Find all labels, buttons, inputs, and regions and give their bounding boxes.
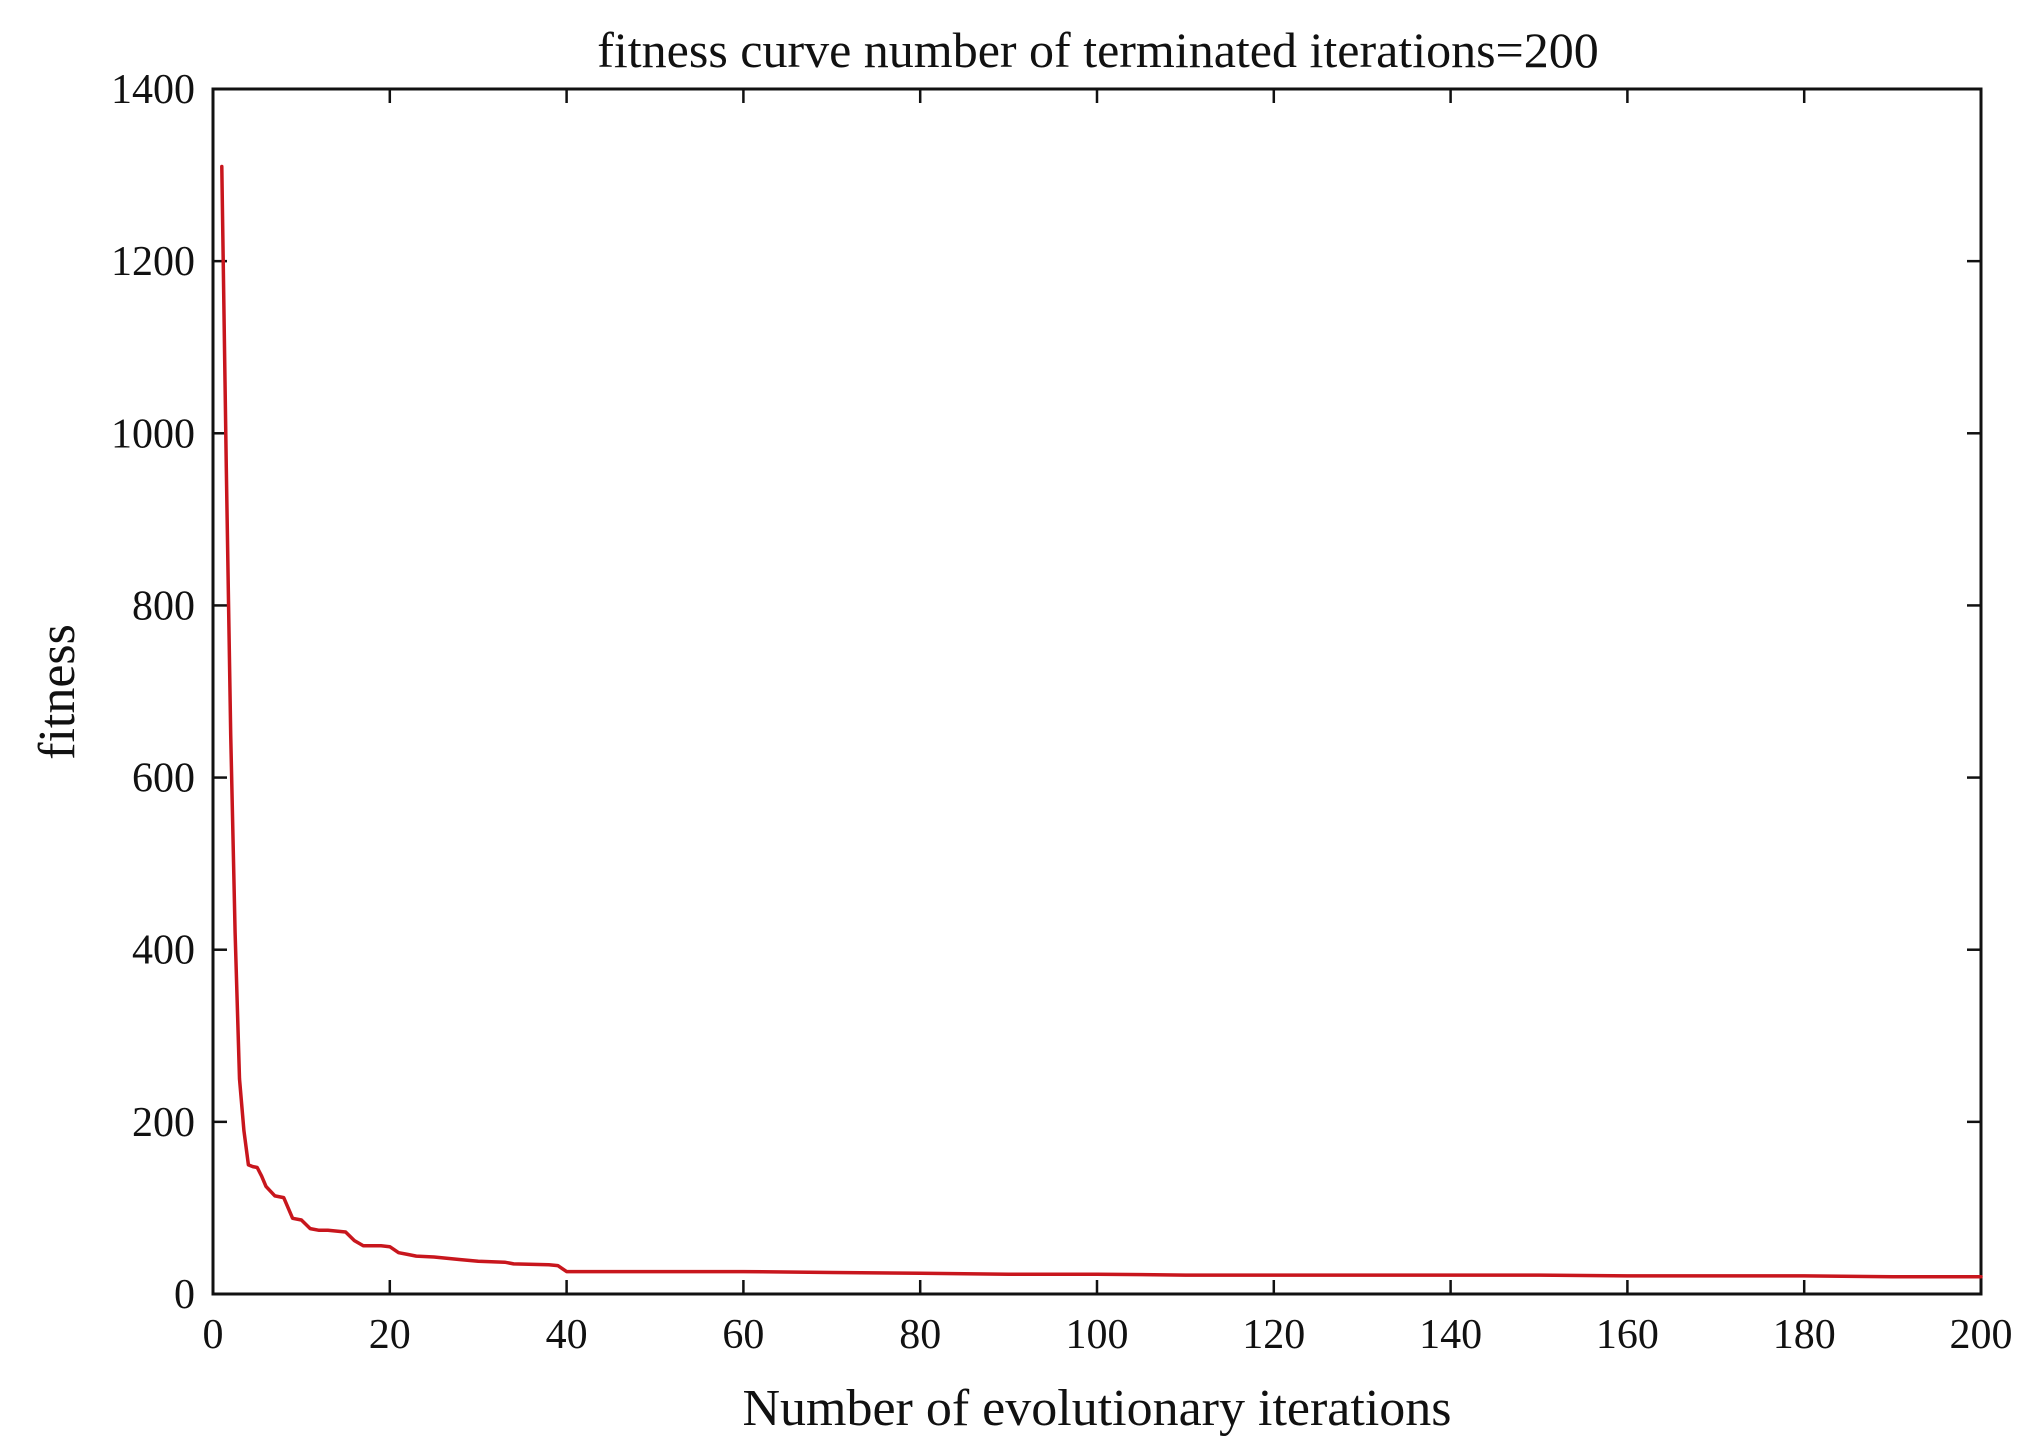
x-tick-label: 80 xyxy=(899,1312,941,1358)
x-axis-title: Number of evolutionary iterations xyxy=(742,1380,1451,1437)
x-tick-labels: 0 20 40 60 80 100 120 140 160 180 200 xyxy=(203,1312,2013,1358)
x-tick-label: 140 xyxy=(1419,1312,1482,1358)
tick-marks xyxy=(211,87,1983,1296)
x-tick-label: 200 xyxy=(1950,1312,2013,1358)
y-tick-label: 400 xyxy=(132,928,195,974)
y-tick-label: 200 xyxy=(132,1100,195,1146)
x-tick-label: 20 xyxy=(369,1312,411,1358)
y-tick-labels: 0 200 400 600 800 1000 1200 1400 xyxy=(111,67,195,1318)
y-tick-label: 1200 xyxy=(111,239,195,285)
y-tick-label: 800 xyxy=(132,583,195,629)
x-tick-label: 60 xyxy=(722,1312,764,1358)
plot-frame xyxy=(211,87,1983,1296)
x-tick-label: 160 xyxy=(1596,1312,1659,1358)
series-line-fitness xyxy=(220,164,1983,1279)
x-tick-label: 120 xyxy=(1242,1312,1305,1358)
y-tick-label: 1400 xyxy=(111,67,195,113)
x-tick-label: 100 xyxy=(1066,1312,1129,1358)
series-layer xyxy=(220,164,1983,1279)
y-tick-label: 600 xyxy=(132,756,195,802)
chart-title: fitness curve number of terminated itera… xyxy=(597,22,1599,78)
y-tick-label: 0 xyxy=(174,1272,195,1318)
y-axis-title: fitness xyxy=(29,624,86,760)
x-tick-label: 0 xyxy=(203,1312,224,1358)
y-tick-label: 1000 xyxy=(111,411,195,457)
x-tick-label: 40 xyxy=(546,1312,588,1358)
x-tick-label: 180 xyxy=(1773,1312,1836,1358)
